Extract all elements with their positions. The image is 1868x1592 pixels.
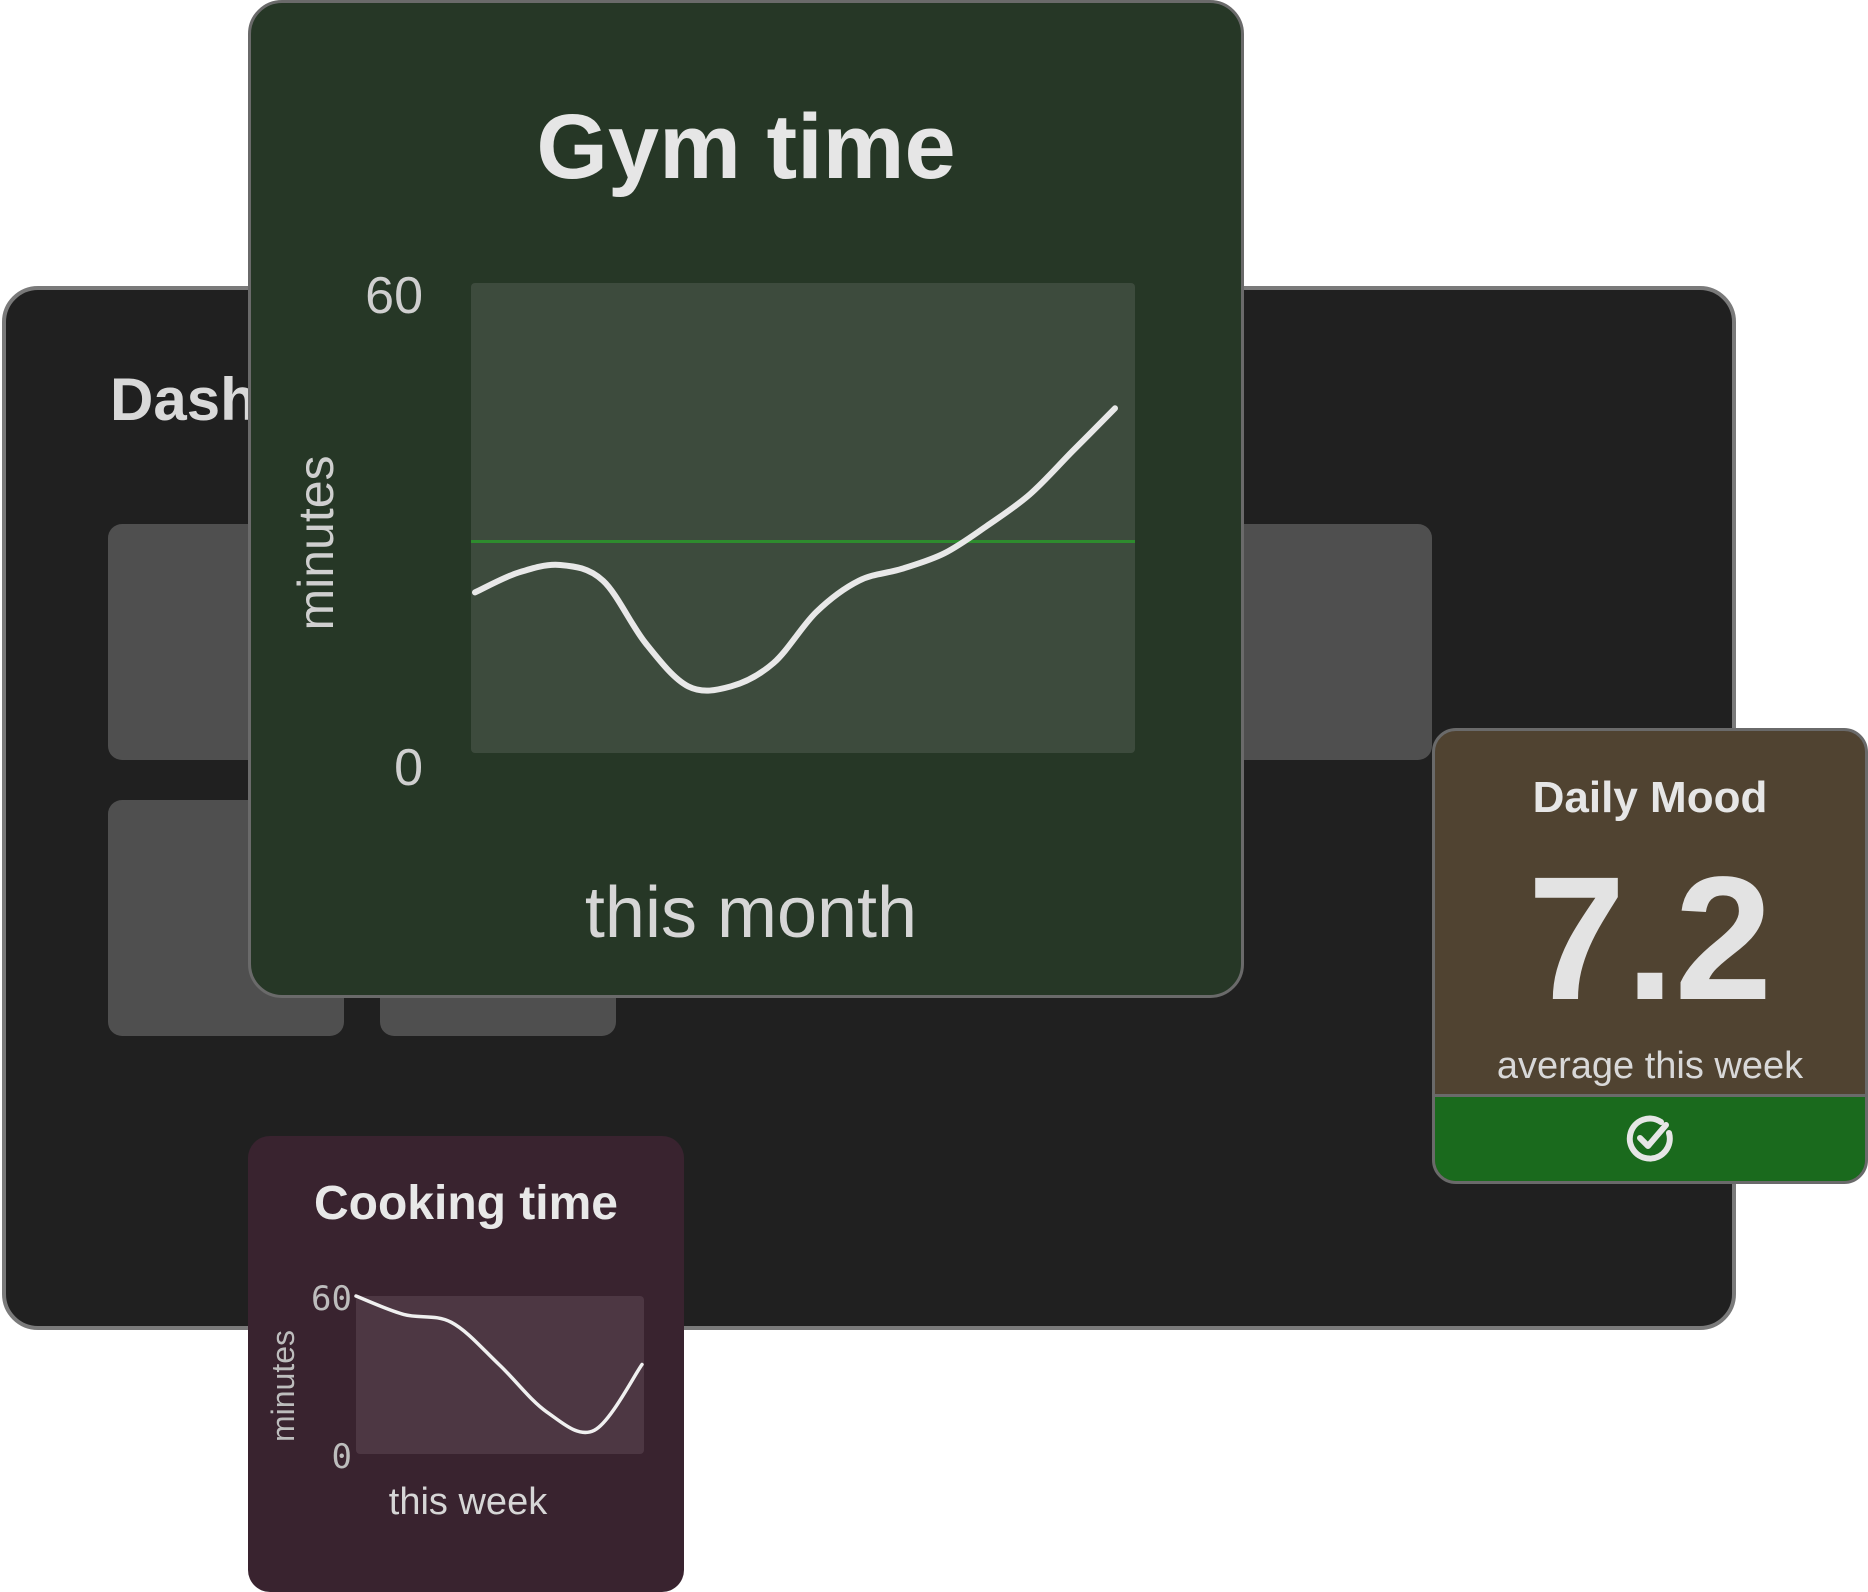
cooking-chart: 60 0 minutes this week [265,1279,644,1523]
gym-y-axis-label: minutes [288,455,344,630]
gym-x-axis-label: this month [585,873,917,953]
gym-series-line [472,405,1118,694]
gym-y-max-label: 60 [365,267,423,325]
gym-card-title: Gym time [536,96,956,198]
cooking-x-axis-label: this week [389,1481,548,1523]
daily-mood-card[interactable]: Daily Mood 7.2 average this week [1432,728,1868,1184]
gym-time-card[interactable]: Gym time 60 0 minutes this month [248,0,1244,998]
check-circle-icon [1626,1115,1673,1162]
cooking-y-min-label: 0 [332,1437,352,1477]
gym-y-min-label: 0 [394,739,423,797]
mood-card-title: Daily Mood [1532,773,1768,822]
cooking-plot-area [356,1296,644,1454]
mood-value: 7.2 [1527,841,1773,1037]
gym-plot-area [471,283,1135,753]
cooking-series-line [354,1294,644,1435]
cooking-card-title: Cooking time [313,1177,618,1230]
gym-chart: 60 0 minutes this month [288,267,1135,953]
cooking-y-max-label: 60 [311,1279,352,1319]
mood-caption: average this week [1496,1045,1804,1087]
cooking-y-axis-label: minutes [265,1330,301,1442]
mood-status-bar [1435,1094,1865,1181]
cooking-time-card[interactable]: Cooking time 60 0 minutes this week [248,1136,684,1592]
